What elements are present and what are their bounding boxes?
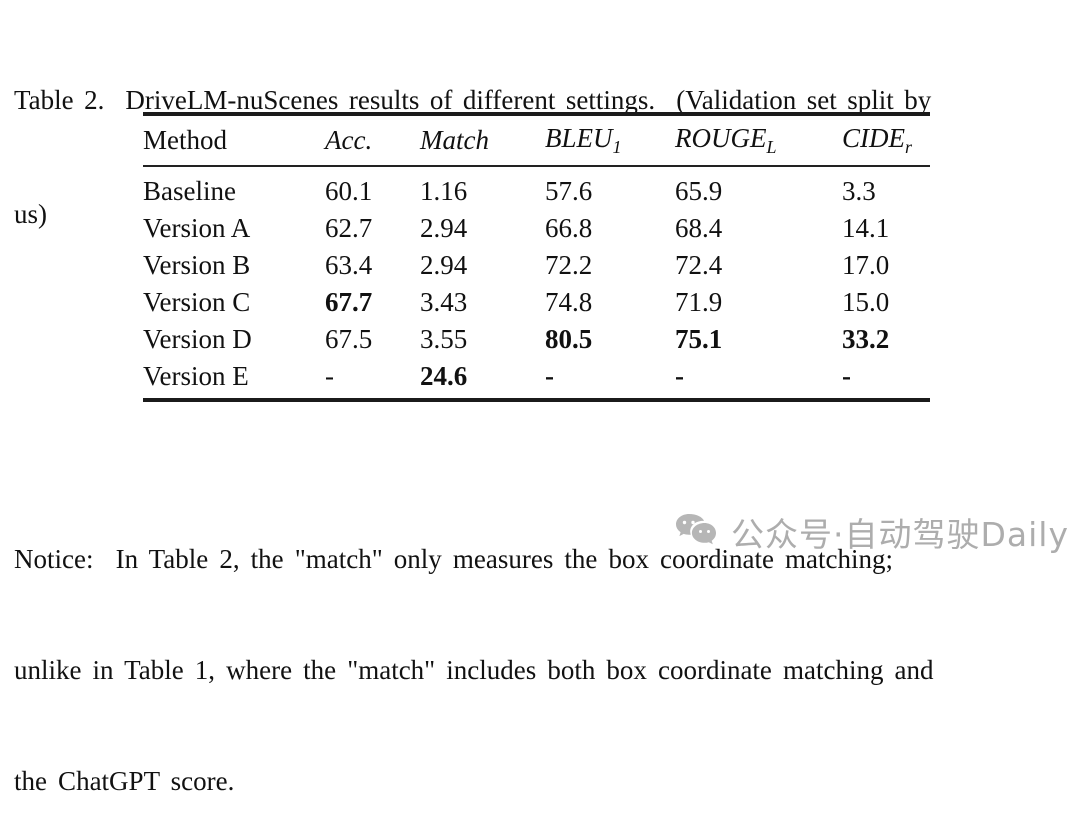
table-cell: 68.4 [675, 213, 723, 243]
table-cell: 3.43 [420, 287, 468, 317]
notice-line-2: unlike in Table 1, where the "match" inc… [14, 655, 934, 685]
table-cell: 72.2 [545, 250, 593, 280]
column-header-bleu: BLEU1 [545, 123, 622, 157]
table-cell: - [325, 361, 334, 391]
column-header-rouge: ROUGEL [675, 123, 777, 157]
table-cell: 15.0 [842, 287, 890, 317]
column-header-match: Match [420, 125, 489, 155]
table-cell: 57.6 [545, 176, 593, 206]
table-top-rule [143, 112, 930, 116]
cide-subscript: r [905, 137, 913, 157]
rouge-subscript: L [766, 137, 777, 157]
bleu-subscript: 1 [612, 137, 622, 157]
table-row-version-e: Version E - 24.6 - - - [143, 358, 930, 395]
table-header-rule [143, 165, 930, 167]
table-cell: 2.94 [420, 250, 468, 280]
table-cell: - [842, 361, 851, 391]
notice-line-1: Notice: In Table 2, the "match" only mea… [14, 544, 894, 574]
table-cell: 17.0 [842, 250, 890, 280]
table-cell: 71.9 [675, 287, 723, 317]
notice-paragraph: Notice: In Table 2, the "match" only mea… [14, 467, 934, 837]
column-header-method: Method [143, 125, 227, 155]
notice-line-3: the ChatGPT score. [14, 766, 235, 796]
caption-line-1: Table 2. DriveLM-nuScenes results of dif… [14, 85, 932, 115]
method-cell: Version B [143, 250, 251, 280]
table-cell: 66.8 [545, 213, 593, 243]
table-cell: 67.5 [325, 324, 373, 354]
column-header-acc: Acc. [325, 125, 373, 155]
table-row-version-c: Version C 67.7 3.43 74.8 71.9 15.0 [143, 284, 930, 321]
table-cell: 80.5 [545, 324, 593, 354]
table-cell: 63.4 [325, 250, 373, 280]
caption-line-2: us) [14, 199, 47, 229]
column-header-cide: CIDEr [842, 123, 913, 157]
table-row-version-d: Version D 67.5 3.55 80.5 75.1 33.2 [143, 321, 930, 358]
table-cell: 60.1 [325, 176, 373, 206]
table-cell: 67.7 [325, 287, 373, 317]
table-cell: 3.3 [842, 176, 876, 206]
method-cell: Version D [143, 324, 252, 354]
table-cell: 74.8 [545, 287, 593, 317]
method-cell: Baseline [143, 176, 236, 206]
table-cell: 72.4 [675, 250, 723, 280]
table-cell: 24.6 [420, 361, 468, 391]
table-cell: 2.94 [420, 213, 468, 243]
table-cell: 65.9 [675, 176, 723, 206]
table-cell: 75.1 [675, 324, 723, 354]
table-header-row: Method Acc. Match BLEU1 ROUGEL CIDEr [143, 116, 930, 165]
method-cell: Version A [143, 213, 251, 243]
results-table: Method Acc. Match BLEU1 ROUGEL CIDEr Bas… [143, 112, 930, 402]
table-cell: - [545, 361, 554, 391]
method-cell: Version C [143, 287, 251, 317]
table-cell: - [675, 361, 684, 391]
method-cell: Version E [143, 361, 249, 391]
table-cell: 62.7 [325, 213, 373, 243]
table-row-version-a: Version A 62.7 2.94 66.8 68.4 14.1 [143, 210, 930, 247]
table-row-version-b: Version B 63.4 2.94 72.2 72.4 17.0 [143, 247, 930, 284]
table-cell: 3.55 [420, 324, 468, 354]
table-cell: 1.16 [420, 176, 468, 206]
table-row-baseline: Baseline 60.1 1.16 57.6 65.9 3.3 [143, 173, 930, 210]
table-cell: 33.2 [842, 324, 890, 354]
table-cell: 14.1 [842, 213, 890, 243]
table-body: Baseline 60.1 1.16 57.6 65.9 3.3 Version… [143, 167, 930, 398]
table-caption: Table 2. DriveLM-nuScenes results of dif… [14, 5, 931, 271]
table-bottom-rule [143, 398, 930, 402]
